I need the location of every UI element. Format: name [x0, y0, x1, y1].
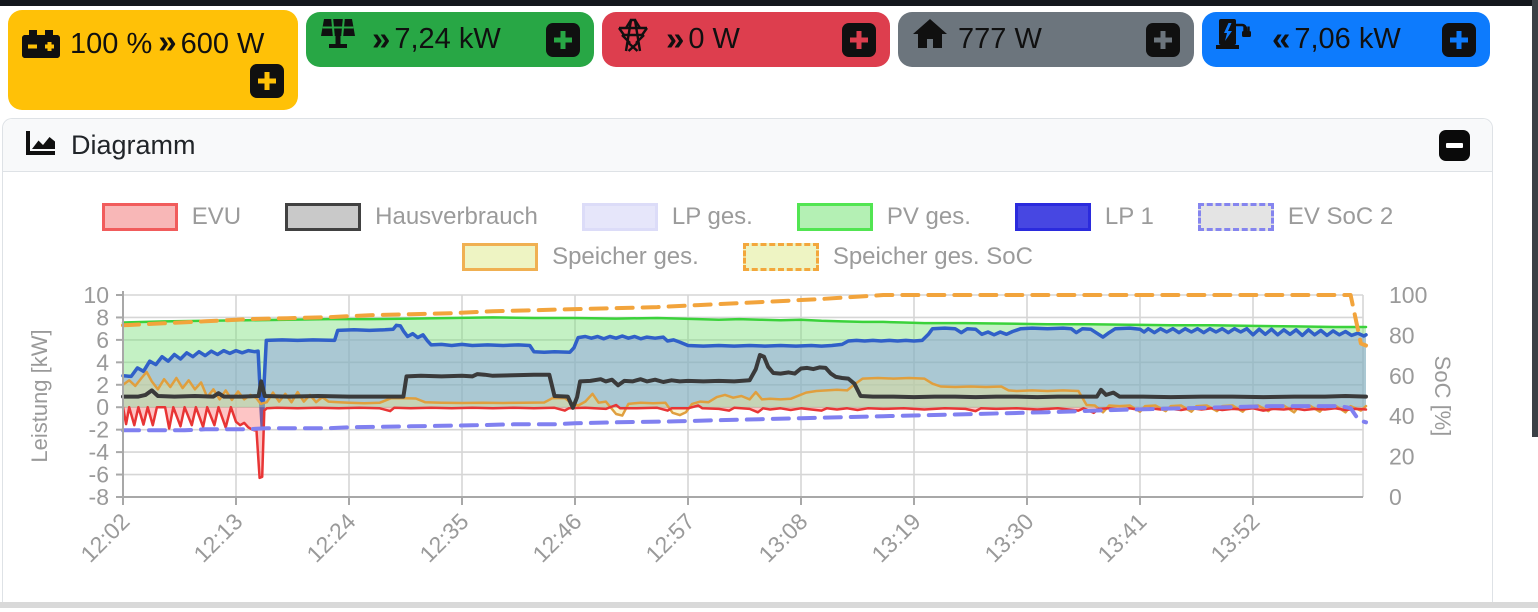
svg-text:60: 60 [1389, 363, 1415, 389]
svg-text:-2: -2 [89, 417, 109, 443]
svg-text:12:24: 12:24 [301, 508, 360, 567]
legend-item-ev-soc-2[interactable]: EV SoC 2 [1197, 203, 1394, 231]
svg-text:12:57: 12:57 [640, 508, 699, 567]
legend-swatch [462, 243, 539, 271]
chart-legend: EVU Hausverbrauch LP ges. PV ges. LP 1 EV SoC… [3, 197, 1492, 277]
svg-text:13:41: 13:41 [1092, 508, 1151, 567]
y-axis-right-title: SoC [%] [1430, 356, 1455, 437]
y-axis-left-title: Leistung [kW] [27, 329, 52, 462]
solar-panel-icon [320, 18, 356, 62]
window-right-edge [1532, 0, 1538, 437]
svg-text:13:08: 13:08 [753, 508, 812, 567]
charging-station-icon [1216, 17, 1256, 63]
svg-text:12:46: 12:46 [527, 508, 586, 567]
legend-label: Speicher ges. [552, 243, 699, 270]
legend-label: LP 1 [1104, 203, 1154, 230]
legend-label: Speicher ges. SoC [832, 243, 1033, 270]
expand-plus-button[interactable] [1146, 22, 1180, 57]
svg-text:12:13: 12:13 [188, 508, 247, 567]
house-icon [912, 18, 948, 62]
legend-label: PV ges. [886, 203, 971, 230]
flow-direction-chevron: » [158, 23, 176, 60]
legend-item-lp-1[interactable]: LP 1 [1014, 203, 1154, 231]
legend-swatch [796, 203, 873, 231]
svg-text:2: 2 [96, 372, 109, 398]
legend-label: LP ges. [671, 203, 753, 230]
collapse-minus-button[interactable] [1439, 129, 1470, 161]
window-bottom-edge [0, 602, 1538, 608]
legend-label: EVU [191, 203, 242, 230]
svg-text:-4: -4 [89, 439, 110, 465]
charge-power-value: 7,06 kW [1294, 23, 1401, 56]
svg-text:8: 8 [96, 304, 109, 330]
car-battery-icon [22, 29, 60, 71]
legend-item-lp-ges-[interactable]: LP ges. [581, 203, 753, 231]
svg-text:0: 0 [1389, 484, 1402, 510]
legend-item-evu[interactable]: EVU [101, 203, 242, 231]
minus-icon [1446, 142, 1463, 148]
svg-text:20: 20 [1389, 444, 1415, 470]
house-status-badge[interactable]: 777 W [898, 12, 1194, 67]
chart-area-icon [25, 129, 57, 162]
svg-text:13:19: 13:19 [866, 508, 925, 567]
battery-power-value: 600 W [180, 28, 265, 60]
svg-text:13:52: 13:52 [1205, 508, 1264, 567]
svg-text:80: 80 [1389, 322, 1415, 348]
chargepoint-status-badge[interactable]: «7,06 kW [1202, 12, 1490, 67]
legend-item-speicher-ges-soc[interactable]: Speicher ges. SoC [742, 243, 1033, 271]
battery-status-badge[interactable]: 100 %» 600 W [8, 10, 298, 110]
flow-direction-chevron: » [666, 20, 684, 58]
legend-item-pv-ges-[interactable]: PV ges. [796, 203, 971, 231]
legend-swatch [285, 203, 362, 231]
pv-power-value: 7,24 kW [394, 23, 501, 56]
legend-swatch [1197, 203, 1274, 231]
card-title: Diagramm [71, 129, 196, 160]
legend-swatch [101, 203, 178, 231]
expand-plus-button[interactable] [546, 22, 580, 57]
svg-text:12:35: 12:35 [414, 508, 473, 567]
svg-text:40: 40 [1389, 403, 1415, 429]
grid-power-value: 0 W [688, 23, 740, 56]
pv-status-badge[interactable]: » 7,24 kW [306, 12, 594, 67]
svg-text:6: 6 [96, 327, 109, 353]
expand-plus-button[interactable] [842, 22, 876, 57]
svg-text:12:02: 12:02 [75, 508, 134, 567]
svg-text:0: 0 [96, 394, 109, 420]
legend-label: Hausverbrauch [375, 203, 538, 230]
legend-swatch [742, 243, 819, 271]
house-power-value: 777 W [958, 23, 1042, 56]
grid-status-badge[interactable]: » 0 W [602, 12, 890, 67]
legend-item-speicher-ges-[interactable]: Speicher ges. [462, 243, 699, 271]
legend-swatch [581, 203, 658, 231]
svg-text:4: 4 [96, 349, 109, 375]
diagram-card-header: Diagramm [3, 119, 1492, 172]
svg-text:13:30: 13:30 [979, 508, 1038, 567]
legend-label: EV SoC 2 [1287, 203, 1394, 230]
legend-swatch [1014, 203, 1091, 231]
flow-direction-chevron: » [372, 20, 390, 58]
legend-item-hausverbrauch[interactable]: Hausverbrauch [285, 203, 538, 231]
power-pylon-icon [616, 16, 650, 64]
svg-text:-6: -6 [89, 462, 109, 488]
diagram-card: Diagramm EVU Hausverbrauch LP ges. PV ges. L… [2, 118, 1493, 608]
svg-text:100: 100 [1389, 285, 1427, 308]
diagram-chart: 10 8 6 4 2 0 -2 -4 -6 -8 100 80 60 40 20 0 12:02 12:13 12:… [3, 282, 1492, 607]
window-top-edge [0, 0, 1538, 6]
svg-text:10: 10 [83, 285, 109, 308]
flow-direction-chevron: « [1272, 20, 1290, 58]
svg-text:-8: -8 [89, 484, 109, 510]
battery-soc-value: 100 % [70, 28, 153, 60]
expand-plus-button[interactable] [1442, 22, 1476, 57]
expand-plus-button[interactable] [250, 64, 284, 98]
